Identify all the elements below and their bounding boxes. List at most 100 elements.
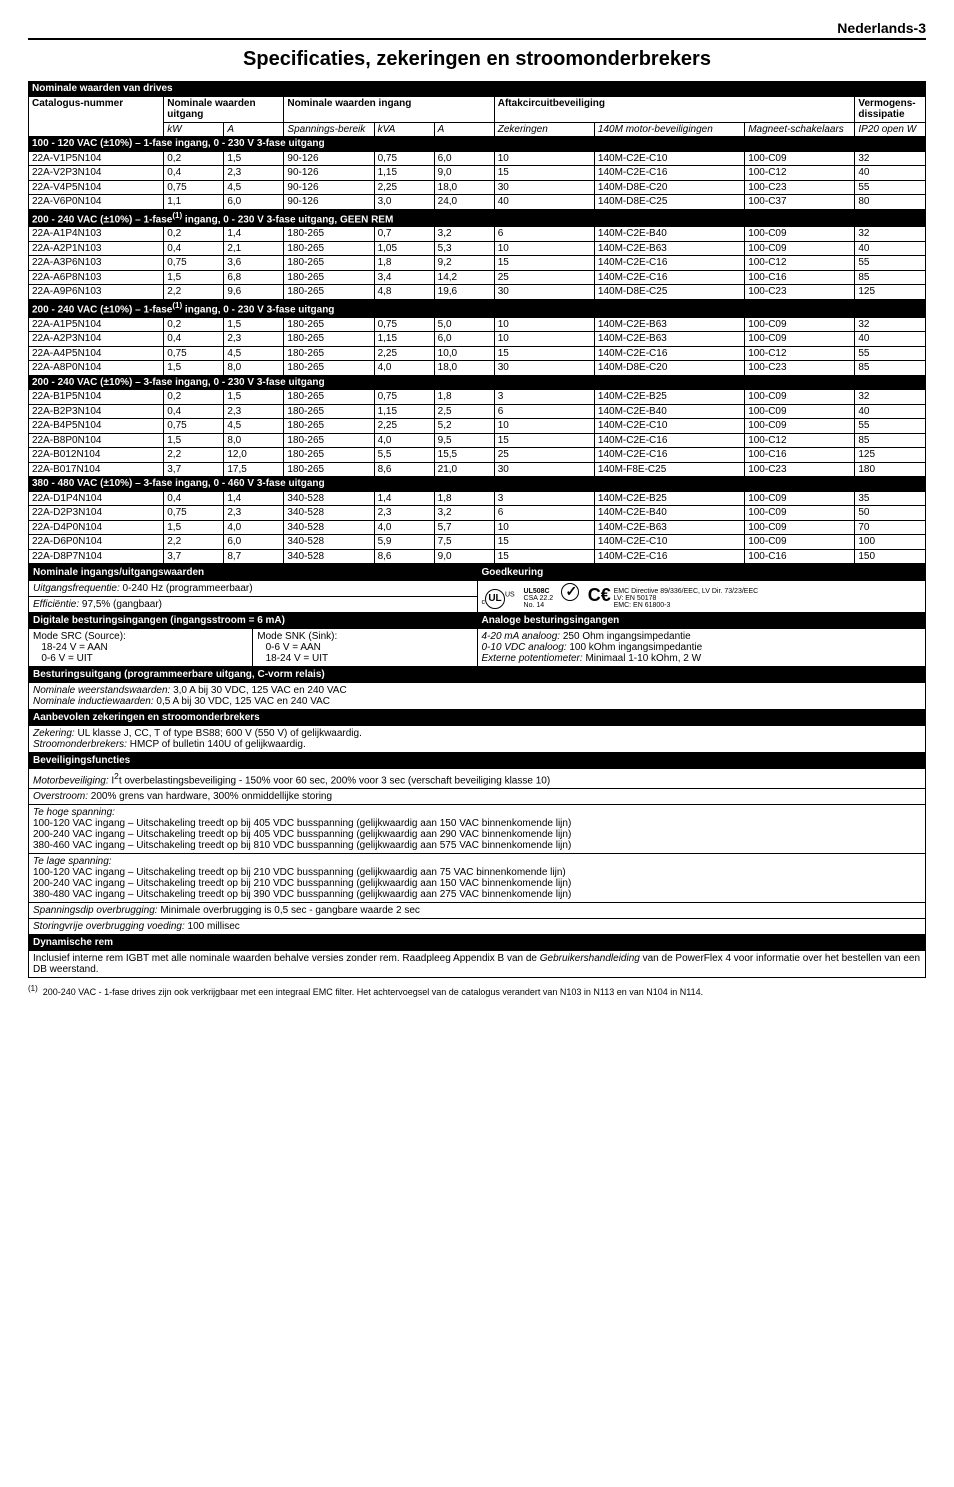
table-cell: 0,2 [164,151,224,166]
table-cell: 100-C23 [745,361,855,376]
table-cell: 7,5 [434,535,494,550]
table-cell: 90-126 [284,180,374,195]
table-cell: 0,75 [164,506,224,521]
table-cell: 6 [494,506,594,521]
table-cell: 40 [855,166,926,181]
table-cell: 340-528 [284,506,374,521]
table-cell: 22A-A9P6N103 [29,285,164,300]
table-cell: 18,0 [434,180,494,195]
table-cell: 140M-C2E-C16 [594,433,744,448]
table-cell: 2,25 [374,180,434,195]
table-cell: 100-C09 [745,506,855,521]
table-cell: 9,5 [434,433,494,448]
table-cell: 3,6 [224,256,284,271]
table-cell: 10 [494,241,594,256]
table-cell: 22A-D4P0N104 [29,520,164,535]
prot-row6: Storingvrije overbrugging voeding: 100 m… [29,919,926,935]
table-cell: 2,5 [434,404,494,419]
table-cell: 1,15 [374,332,434,347]
table-cell: 3,4 [374,270,434,285]
table-cell: 3,0 [374,195,434,210]
footnote: (1) 200-240 VAC - 1-fase drives zijn ook… [28,984,926,997]
table-cell: 85 [855,361,926,376]
table-cell: 22A-A3P6N103 [29,256,164,271]
table-cell: 0,75 [164,346,224,361]
fuse-body: Zekering: UL klasse J, CC, T of type BS8… [29,726,926,753]
table-cell: 0,2 [164,227,224,242]
io-header-left: Nominale ingangs/uitgangswaarden [29,565,478,581]
table-cell: 5,7 [434,520,494,535]
hdr-nom-out: Nominale waarden uitgang [164,96,284,122]
group-label: 200 - 240 VAC (±10%) – 1-fase(1) ingang,… [29,209,926,227]
table-cell: 22A-D6P0N104 [29,535,164,550]
table-cell: 180-265 [284,332,374,347]
table-cell: 0,4 [164,241,224,256]
table-cell: 8,6 [374,549,434,564]
table-cell: 2,2 [164,448,224,463]
table-cell: 140M-F8E-C25 [594,462,744,477]
io-header-right: Goedkeuring [477,565,926,581]
table-cell: 5,3 [434,241,494,256]
table-cell: 100-C23 [745,180,855,195]
table-cell: 22A-D1P4N104 [29,491,164,506]
table-cell: 1,05 [374,241,434,256]
table-cell: 140M-C2E-C16 [594,270,744,285]
table-cell: 4,5 [224,346,284,361]
table-cell: 10 [494,151,594,166]
hdr-kW: kW [164,122,224,137]
table-cell: 50 [855,506,926,521]
table-cell: 22A-V4P5N104 [29,180,164,195]
table-cell: 180-265 [284,285,374,300]
table-cell: 6,8 [224,270,284,285]
table-cell: 4,5 [224,180,284,195]
prot-row5: Spanningsdip overbrugging: Minimale over… [29,903,926,919]
table-cell: 2,3 [224,166,284,181]
table-cell: 140M-D8E-C25 [594,195,744,210]
dyn-body: Inclusief interne rem IGBT met alle nomi… [29,951,926,978]
table-cell: 15,5 [434,448,494,463]
table-cell: 10 [494,317,594,332]
table-cell: 140M-C2E-C16 [594,166,744,181]
group-label: 200 - 240 VAC (±10%) – 1-fase(1) ingang,… [29,299,926,317]
table-cell: 140M-C2E-C16 [594,448,744,463]
table-cell: 2,25 [374,346,434,361]
table-cell: 100-C09 [745,227,855,242]
hdr-A2: A [434,122,494,137]
table-cell: 140M-C2E-C10 [594,151,744,166]
group-label: 100 - 120 VAC (±10%) – 1-fase ingang, 0 … [29,137,926,152]
table-cell: 10 [494,332,594,347]
table-cell: 32 [855,227,926,242]
hdr-nom-in: Nominale waarden ingang [284,96,494,122]
ana-header: Analoge besturingsingangen [477,613,926,629]
table-cell: 8,6 [374,462,434,477]
table-cell: 100-C09 [745,317,855,332]
table-cell: 100-C23 [745,285,855,300]
hdr-mag: Magneet-schakelaars [745,122,855,137]
table-cell: 22A-B017N104 [29,462,164,477]
table-cell: 5,9 [374,535,434,550]
table-cell: 100-C09 [745,520,855,535]
table-cell: 340-528 [284,535,374,550]
table-cell: 0,2 [164,317,224,332]
table-cell: 0,7 [374,227,434,242]
table-cell: 1,4 [374,491,434,506]
cert-cell: cULUS UL508CCSA 22.2No. 14 C€ EMC Direct… [477,581,926,613]
group-label: 380 - 480 VAC (±10%) – 3-fase ingang, 0 … [29,477,926,492]
table-cell: 22A-A6P8N103 [29,270,164,285]
table-cell: 40 [494,195,594,210]
table-cell: 2,3 [374,506,434,521]
table-cell: 30 [494,180,594,195]
table-cell: 100-C09 [745,390,855,405]
table-cell: 55 [855,419,926,434]
prot-row1: Motorbeveiliging: I2t overbelastingsbeve… [29,769,926,789]
table-cell: 0,75 [374,390,434,405]
table-cell: 22A-A2P3N104 [29,332,164,347]
hdr-power: Vermogens-dissipatie [855,96,926,122]
table-cell: 8,0 [224,433,284,448]
ctl-header: Besturingsuitgang (programmeerbare uitga… [29,667,926,683]
table-cell: 12,0 [224,448,284,463]
table-cell: 22A-V2P3N104 [29,166,164,181]
table-cell: 9,2 [434,256,494,271]
table-cell: 140M-C2E-B63 [594,520,744,535]
table-cell: 15 [494,346,594,361]
